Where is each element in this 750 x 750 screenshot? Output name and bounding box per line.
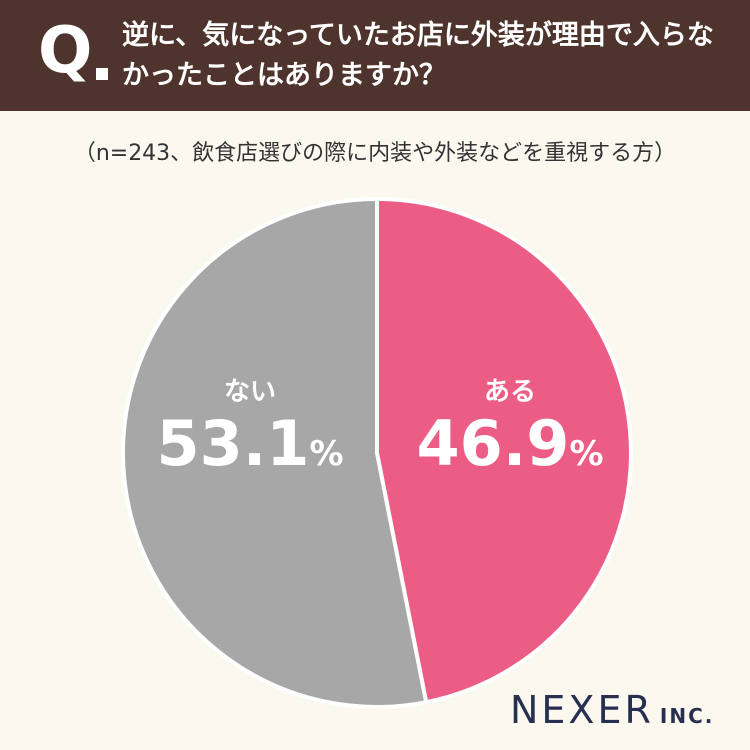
slice-label-nai: ない 53.1% bbox=[150, 377, 350, 489]
question-text: 逆に、気になっていたお店に外装が理由で入らなかったことはありますか？ bbox=[122, 20, 714, 91]
slice-name-aru: ある bbox=[483, 377, 536, 407]
q-dot-icon bbox=[96, 68, 108, 80]
nexer-logo: NEXER INC. bbox=[510, 688, 714, 732]
slice-value-aru: 46.9% bbox=[410, 409, 610, 489]
slice-value-unit-nai: % bbox=[309, 434, 344, 474]
slice-value-number-nai: 53.1 bbox=[156, 407, 310, 480]
pie-slice-aru bbox=[375, 197, 633, 705]
slice-name-nai: ない bbox=[223, 377, 276, 407]
slice-value-nai: 53.1% bbox=[150, 409, 350, 489]
logo-sub: INC. bbox=[659, 704, 715, 728]
logo-main: NEXER bbox=[510, 688, 654, 732]
question-header: Q 逆に、気になっていたお店に外装が理由で入らなかったことはありますか？ bbox=[0, 0, 750, 111]
slice-value-unit-aru: % bbox=[569, 434, 604, 474]
q-mark: Q bbox=[38, 14, 93, 88]
slice-value-number-aru: 46.9 bbox=[416, 407, 570, 480]
slice-label-aru: ある 46.9% bbox=[410, 377, 610, 489]
pie-slice-nai bbox=[121, 197, 429, 709]
sample-note: （n=243、飲食店選びの際に内装や外装などを重視する方） bbox=[73, 141, 677, 166]
